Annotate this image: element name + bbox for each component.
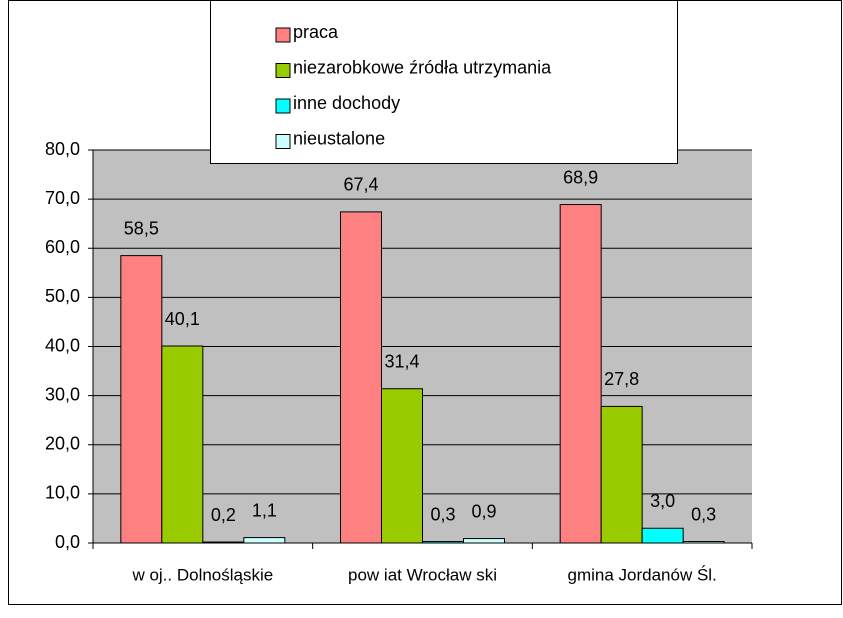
bar — [641, 527, 684, 544]
value-label: 3,0 — [650, 491, 675, 511]
y-tick-label: 30,0 — [45, 384, 80, 404]
legend-swatch — [275, 98, 291, 114]
value-label: 0,2 — [211, 505, 236, 525]
y-tick-label: 70,0 — [45, 188, 80, 208]
legend-label: nieustalone — [293, 128, 385, 148]
bar — [381, 388, 423, 544]
value-label: 1,1 — [252, 500, 277, 520]
y-tick-label: 60,0 — [45, 237, 80, 257]
y-tick-label: 20,0 — [45, 434, 80, 454]
x-tick-label: pow iat Wrocław ski — [348, 565, 497, 584]
y-tick-label: 0,0 — [55, 532, 80, 552]
value-label: 0,3 — [691, 504, 716, 524]
bar — [340, 211, 382, 544]
legend-label: praca — [293, 22, 339, 42]
value-label: 58,5 — [124, 218, 159, 238]
y-tick-label: 50,0 — [45, 286, 80, 306]
y-tick-label: 80,0 — [45, 139, 80, 159]
bar — [463, 538, 505, 544]
bar — [559, 204, 602, 544]
value-label: 68,9 — [563, 167, 598, 187]
bar — [120, 255, 163, 544]
bar — [600, 405, 643, 544]
value-label: 67,4 — [343, 175, 378, 195]
y-tick-label: 10,0 — [45, 483, 80, 503]
value-label: 0,9 — [471, 501, 496, 521]
x-tick-label: gmina Jordanów Śl. — [568, 565, 717, 584]
legend-swatch — [275, 134, 291, 149]
legend-swatch — [275, 63, 291, 78]
value-label: 0,3 — [430, 504, 455, 524]
legend-label: niezarobkowe źródła utrzymania — [293, 57, 552, 77]
y-tick-label: 40,0 — [45, 335, 80, 355]
bar — [161, 345, 204, 544]
x-tick-label: w oj.. Dolnośląskie — [131, 565, 273, 584]
value-label: 31,4 — [384, 351, 419, 371]
value-label: 40,1 — [165, 309, 200, 329]
legend-label: inne dochody — [293, 93, 400, 113]
value-label: 27,8 — [604, 369, 639, 389]
bar — [243, 537, 286, 544]
legend-swatch — [275, 27, 291, 43]
